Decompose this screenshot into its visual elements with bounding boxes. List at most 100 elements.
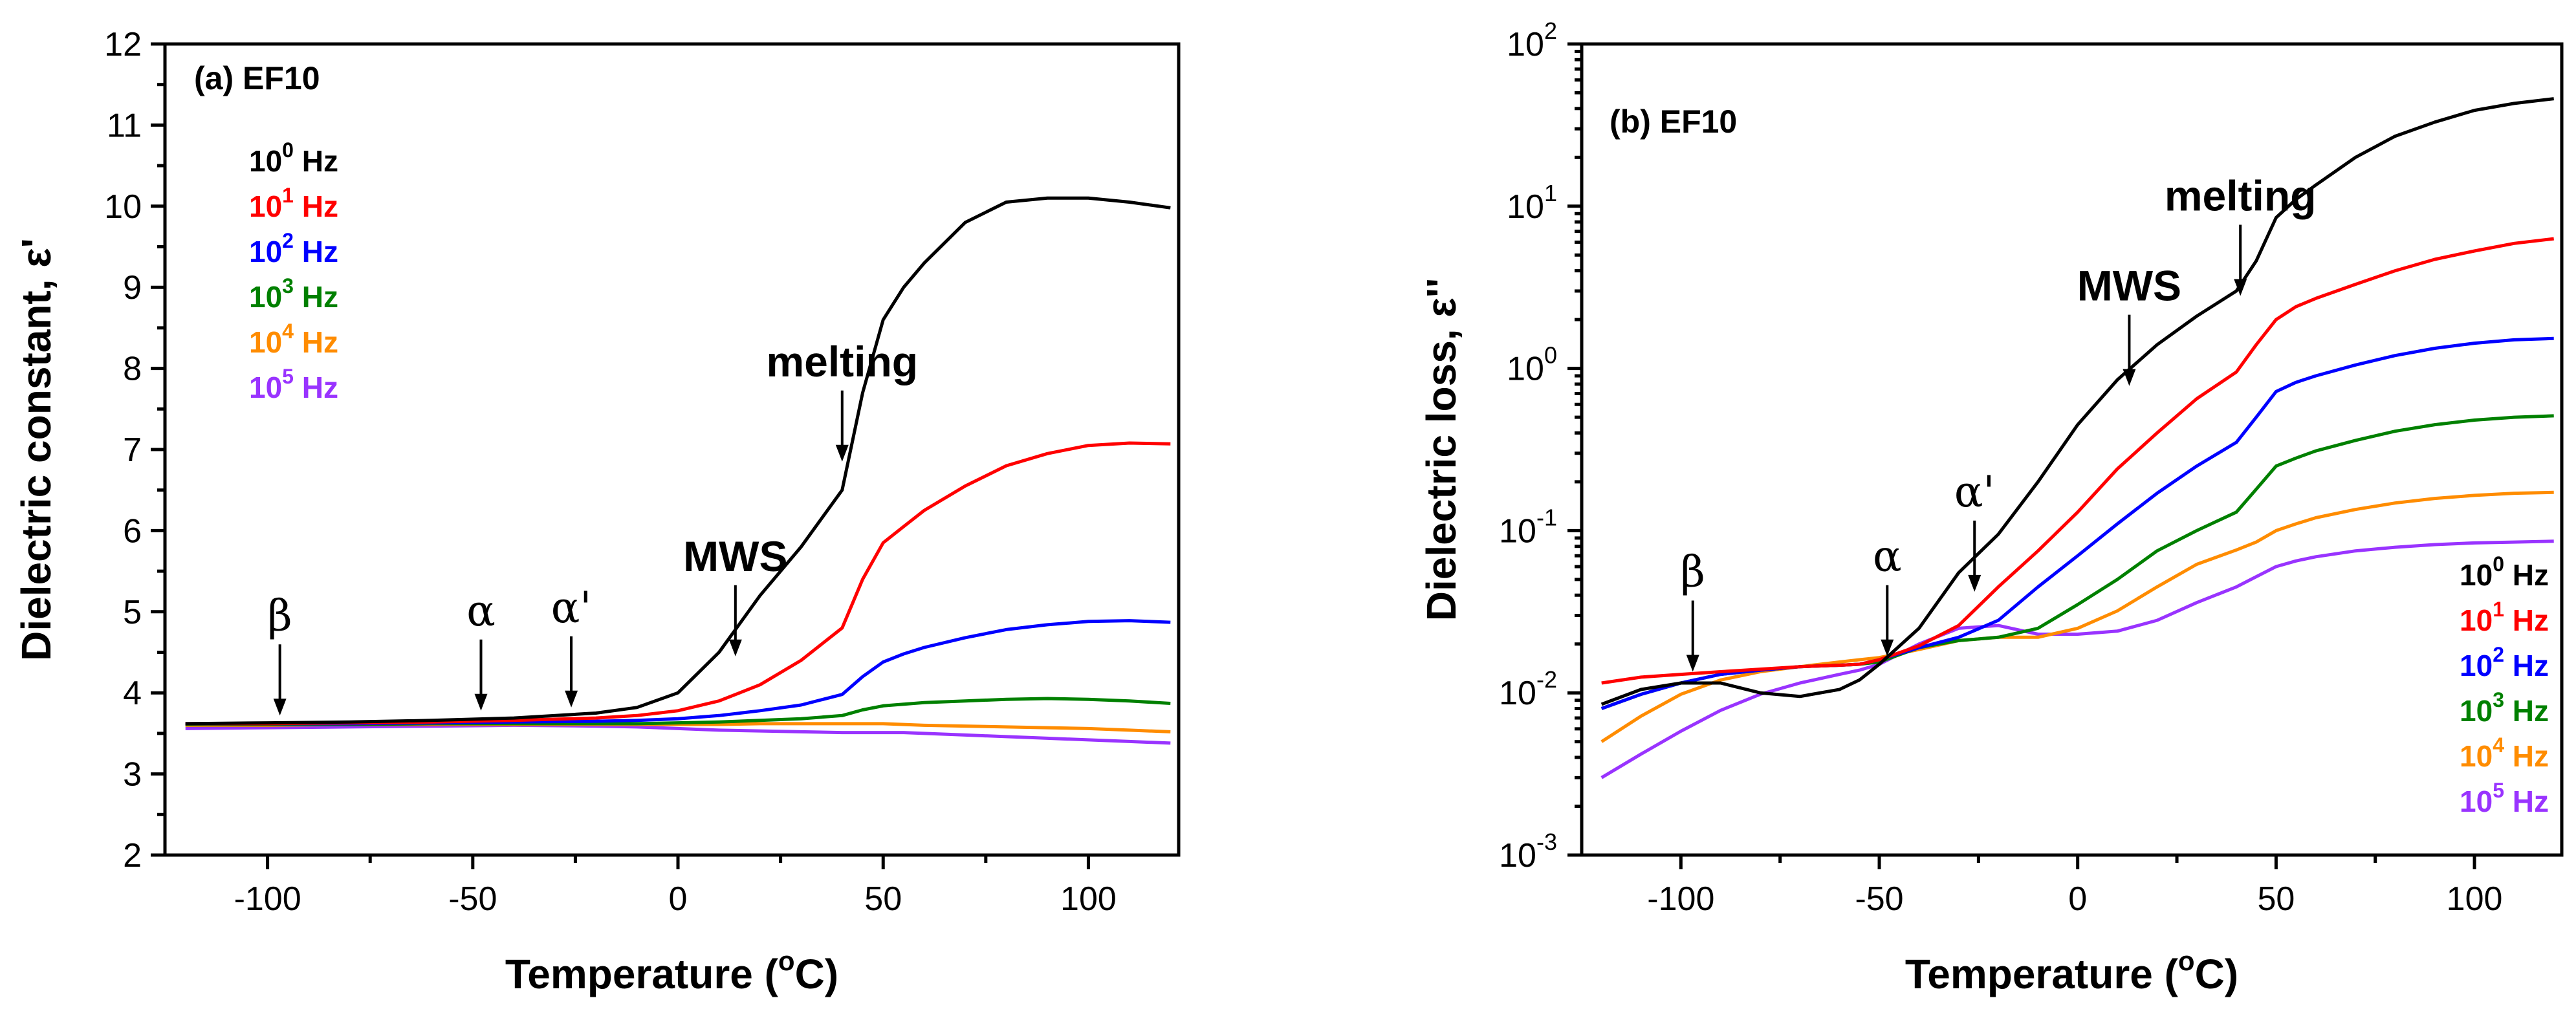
annotation-3: MWS	[683, 532, 787, 656]
legend-unit: Hz	[2504, 739, 2549, 773]
legend-exponent: 4	[282, 320, 294, 343]
legend-exponent: 3	[282, 274, 294, 298]
x-tick-label: -100	[234, 880, 301, 918]
x-axis-title-text: Temperature (	[1905, 951, 2179, 997]
legend-base: 10	[2460, 739, 2493, 773]
annotation-label: MWS	[2077, 262, 2181, 310]
annotation-2: α'	[551, 583, 592, 708]
x-tick-label: 100	[1060, 880, 1117, 918]
chart-panel-a: -100 -50 0 50 10023456789101112Temperature (…	[13, 26, 1179, 997]
x-tick-label: -100	[1647, 880, 1714, 918]
annotation-arrow-head	[1686, 655, 1699, 672]
legend-exponent: 4	[2493, 733, 2504, 757]
y-tick-label: 9	[123, 269, 142, 307]
legend-exponent: 0	[2493, 552, 2504, 576]
legend-base: 10	[249, 235, 282, 268]
y-tick-label: 5	[123, 594, 142, 631]
panel-label: (a) EF10	[194, 60, 320, 96]
y-tick-label: 3	[123, 756, 142, 794]
y-tick-label: 10	[104, 188, 142, 226]
series-line-10e0-hz	[1602, 99, 2554, 704]
legend-entry-10e3: 103 Hz	[2460, 688, 2549, 728]
annotation-arrow-head	[274, 699, 287, 715]
x-axis-title-degree: o	[778, 946, 795, 976]
annotation-label: melting	[2165, 171, 2317, 219]
annotation-arrow-head	[729, 640, 742, 656]
series-line-10e3-hz	[1602, 416, 2554, 709]
legend-entry-10e3: 103 Hz	[249, 274, 338, 314]
legend-entry-10e5: 105 Hz	[249, 365, 338, 404]
annotation-arrow-head	[1968, 575, 1981, 592]
legend-entry-10e2: 102 Hz	[2460, 643, 2549, 682]
y-tick-label: 101	[1507, 180, 1557, 226]
y-tick-label: 102	[1507, 17, 1557, 63]
annotation-4: melting	[766, 338, 918, 462]
y-tick-label: 2	[123, 837, 142, 874]
y-tick-base: 10	[1499, 675, 1536, 712]
annotation-label: melting	[766, 338, 918, 385]
legend-unit: Hz	[294, 280, 338, 314]
legend-exponent: 5	[282, 365, 294, 388]
figure: -100 -50 0 50 10023456789101112Temperature (…	[0, 0, 2576, 1009]
legend-exponent: 3	[2493, 688, 2504, 711]
y-axis-title: Dielectric loss, ε''	[1418, 278, 1465, 621]
series-line-10e1-hz	[186, 443, 1171, 724]
annotation-label: α	[466, 586, 496, 636]
y-tick-base: 10	[1507, 188, 1544, 226]
legend-entry-10e0: 100 Hz	[2460, 552, 2549, 592]
annotation-label: β	[1681, 547, 1705, 597]
legend-base: 10	[249, 190, 282, 223]
legend-unit: Hz	[294, 371, 338, 404]
annotation-4: melting	[2165, 171, 2317, 296]
y-tick-base: 10	[1507, 351, 1544, 388]
y-tick-exponent: 0	[1544, 342, 1557, 369]
y-tick-label: 10-1	[1499, 504, 1557, 550]
legend-entry-10e0: 100 Hz	[249, 138, 338, 178]
y-tick-label: 11	[107, 107, 142, 144]
annotation-arrow-head	[2234, 279, 2247, 296]
legend-entry-10e4: 104 Hz	[2460, 733, 2549, 773]
x-tick-label: 0	[2068, 880, 2087, 918]
y-tick-label: 100	[1507, 342, 1557, 388]
legend-entry-10e4: 104 Hz	[249, 320, 338, 359]
legend-exponent: 5	[2493, 779, 2504, 802]
annotation-1: α	[466, 586, 496, 711]
legend-base: 10	[2460, 785, 2493, 818]
x-axis-title-unit: C)	[2195, 951, 2239, 997]
y-tick-label: 8	[123, 351, 142, 388]
legend-base: 10	[249, 371, 282, 404]
annotation-arrow-head	[836, 445, 849, 462]
x-tick-label: 50	[864, 880, 902, 918]
x-axis-title: Temperature (oC)	[1905, 946, 2238, 997]
legend-base: 10	[249, 280, 282, 314]
annotation-1: α	[1873, 532, 1902, 656]
y-tick-label: 10-3	[1499, 829, 1557, 874]
legend-base: 10	[249, 325, 282, 359]
y-tick-exponent: -2	[1536, 666, 1557, 693]
y-tick-exponent: -3	[1536, 829, 1557, 855]
series-line-10e5-hz	[1602, 541, 2554, 778]
legend-exponent: 0	[282, 138, 294, 162]
legend-unit: Hz	[294, 144, 338, 178]
legend-unit: Hz	[2504, 694, 2549, 728]
annotation-0: β	[1681, 547, 1705, 672]
annotation-label: α	[1873, 532, 1902, 581]
y-tick-exponent: 2	[1544, 17, 1557, 44]
legend-unit: Hz	[2504, 649, 2549, 682]
legend-entry-10e2: 102 Hz	[249, 229, 338, 268]
x-axis-title-text: Temperature (	[505, 951, 779, 997]
legend-entry-10e5: 105 Hz	[2460, 779, 2549, 818]
annotation-label: β	[268, 591, 292, 640]
legend-entry-10e1: 101 Hz	[249, 184, 338, 223]
y-tick-base: 10	[1499, 837, 1536, 874]
panel-label: (b) EF10	[1610, 103, 1737, 140]
series-line-10e2-hz	[1602, 338, 2554, 708]
x-tick-label: -50	[1855, 880, 1903, 918]
y-tick-label: 6	[123, 512, 142, 550]
legend-exponent: 1	[282, 184, 294, 207]
annotation-arrow-head	[2123, 369, 2135, 386]
legend-base: 10	[2460, 603, 2493, 637]
x-tick-label: 100	[2447, 880, 2503, 918]
legend-unit: Hz	[294, 235, 338, 268]
legend-unit: Hz	[2504, 603, 2549, 637]
